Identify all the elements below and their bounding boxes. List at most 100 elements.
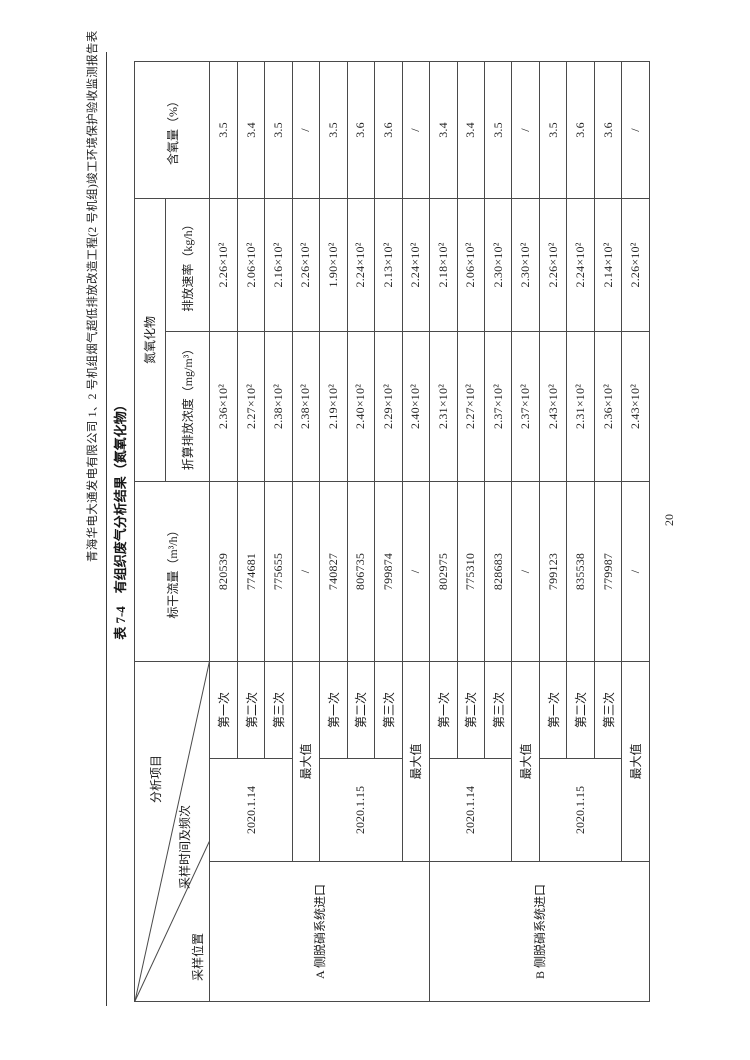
header-row-1: 分析项目 采样时间及频次 采样位置 标干流量（m³/h） 氮氧化物 含氧量（%） <box>134 61 210 1002</box>
col-header-rate: 排放速率（kg/h） <box>165 198 210 332</box>
seq-cell: 第一次 <box>209 661 238 759</box>
conc-value: 2.40×10² <box>402 331 430 482</box>
results-table-wrapper: 分析项目 采样时间及频次 采样位置 标干流量（m³/h） 氮氧化物 含氧量（%）… <box>134 60 650 1002</box>
conc-value: 2.37×10² <box>484 331 512 482</box>
o2-value: / <box>621 61 650 199</box>
flow-value: / <box>621 481 650 662</box>
table-row: 2020.1.15 第一次 740827 2.19×10² 1.90×10² 3… <box>319 61 403 1001</box>
flow-value: 835538 <box>566 481 595 662</box>
seq-cell: 第一次 <box>429 661 458 759</box>
table-row: 2020.1.15 第一次 799123 2.43×10² 2.26×10² 3… <box>539 61 622 1001</box>
o2-value: 3.4 <box>237 61 265 199</box>
date-cell: 2020.1.15 <box>319 758 403 862</box>
conc-value: 2.43×10² <box>539 331 567 482</box>
diagonal-label-sampling-location: 采样位置 <box>191 932 205 981</box>
max-label-cell: 最大值 <box>402 661 430 862</box>
flow-value: 806735 <box>347 481 375 662</box>
flow-value: 775655 <box>264 481 293 662</box>
flow-value: 802975 <box>429 481 458 662</box>
max-label-cell: 最大值 <box>621 661 650 862</box>
rate-value: 2.14×10² <box>594 198 622 332</box>
seq-cell: 第三次 <box>594 661 622 759</box>
diagonal-label-sampling-time: 采样时间及频次 <box>178 804 192 889</box>
o2-value: 3.5 <box>484 61 512 199</box>
o2-value: 3.6 <box>566 61 595 199</box>
seq-cell: 第一次 <box>319 661 348 759</box>
o2-value: / <box>402 61 430 199</box>
rate-value: 2.26×10² <box>539 198 567 332</box>
o2-value: 3.6 <box>347 61 375 199</box>
diagonal-header-cell: 分析项目 采样时间及频次 采样位置 <box>134 661 210 1002</box>
table-row-max: 最大值 / 2.43×10² 2.26×10² / <box>621 61 650 1001</box>
col-header-flow: 标干流量（m³/h） <box>134 481 210 662</box>
o2-value: 3.6 <box>594 61 622 199</box>
conc-value: 2.27×10² <box>237 331 265 482</box>
o2-value: 3.5 <box>539 61 567 199</box>
max-label-cell: 最大值 <box>292 661 320 862</box>
o2-value: 3.4 <box>457 61 485 199</box>
rate-value: 2.13×10² <box>374 198 403 332</box>
flow-value: / <box>292 481 320 662</box>
seq-cell: 第二次 <box>457 661 485 759</box>
flow-value: 799874 <box>374 481 403 662</box>
col-header-nox-group: 氮氧化物 <box>134 198 166 482</box>
rate-value: 2.18×10² <box>429 198 458 332</box>
location-cell-b-side: B 侧脱硝系统进口 <box>429 861 650 1002</box>
rate-value: 2.24×10² <box>566 198 595 332</box>
o2-value: 3.5 <box>209 61 238 199</box>
rate-value: 2.30×10² <box>511 198 540 332</box>
rate-value: 2.16×10² <box>264 198 293 332</box>
max-label-cell: 最大值 <box>511 661 540 862</box>
rate-value: 2.06×10² <box>457 198 485 332</box>
table-row-max: 最大值 / 2.38×10² 2.26×10² / <box>292 61 320 1001</box>
col-header-oxygen: 含氧量（%） <box>134 61 210 199</box>
diagonal-label-analysis-item: 分析项目 <box>149 754 163 803</box>
table-row-max: 最大值 / 2.37×10² 2.30×10² / <box>511 61 540 1001</box>
o2-value: 3.4 <box>429 61 458 199</box>
flow-value: 740827 <box>319 481 348 662</box>
conc-value: 2.29×10² <box>374 331 403 482</box>
conc-value: 2.38×10² <box>264 331 293 482</box>
flow-value: / <box>511 481 540 662</box>
conc-value: 2.31×10² <box>429 331 458 482</box>
seq-cell: 第三次 <box>484 661 512 759</box>
rate-value: 2.26×10² <box>621 198 650 332</box>
flow-value: 779987 <box>594 481 622 662</box>
seq-cell: 第三次 <box>374 661 403 759</box>
rate-value: 2.24×10² <box>402 198 430 332</box>
flow-value: 799123 <box>539 481 567 662</box>
conc-value: 2.40×10² <box>347 331 375 482</box>
o2-value: / <box>511 61 540 199</box>
seq-cell: 第一次 <box>539 661 567 759</box>
table-row-max: 最大值 / 2.40×10² 2.24×10² / <box>402 61 430 1001</box>
col-header-concentration: 折算排放浓度（mg/m³） <box>165 331 210 482</box>
table-row: A 侧脱硝系统进口 2020.1.14 第一次 820539 2.36×10² … <box>209 61 430 1002</box>
o2-value: 3.6 <box>374 61 403 199</box>
results-table: 分析项目 采样时间及频次 采样位置 标干流量（m³/h） 氮氧化物 含氧量（%）… <box>134 60 650 1002</box>
flow-value: / <box>402 481 430 662</box>
conc-value: 2.37×10² <box>511 331 540 482</box>
date-cell: 2020.1.14 <box>429 758 512 862</box>
o2-value: 3.5 <box>319 61 348 199</box>
conc-value: 2.38×10² <box>292 331 320 482</box>
conc-value: 2.19×10² <box>319 331 348 482</box>
flow-value: 820539 <box>209 481 238 662</box>
date-cell: 2020.1.15 <box>539 758 622 862</box>
conc-value: 2.31×10² <box>566 331 595 482</box>
conc-value: 2.36×10² <box>594 331 622 482</box>
seq-cell: 第二次 <box>566 661 595 759</box>
conc-value: 2.27×10² <box>457 331 485 482</box>
document-header: 青海华电大通发电有限公司 1、2 号机组烟气超低排放改造工程(2 号机组)竣工环… <box>87 30 99 562</box>
rate-value: 1.90×10² <box>319 198 348 332</box>
table-row: B 侧脱硝系统进口 2020.1.14 第一次 802975 2.31×10² … <box>429 61 650 1002</box>
flow-value: 828683 <box>484 481 512 662</box>
date-cell: 2020.1.14 <box>209 758 293 862</box>
conc-value: 2.43×10² <box>621 331 650 482</box>
rate-value: 2.30×10² <box>484 198 512 332</box>
seq-cell: 第二次 <box>347 661 375 759</box>
seq-cell: 第三次 <box>264 661 293 759</box>
seq-cell: 第二次 <box>237 661 265 759</box>
rate-value: 2.26×10² <box>292 198 320 332</box>
rate-value: 2.24×10² <box>347 198 375 332</box>
